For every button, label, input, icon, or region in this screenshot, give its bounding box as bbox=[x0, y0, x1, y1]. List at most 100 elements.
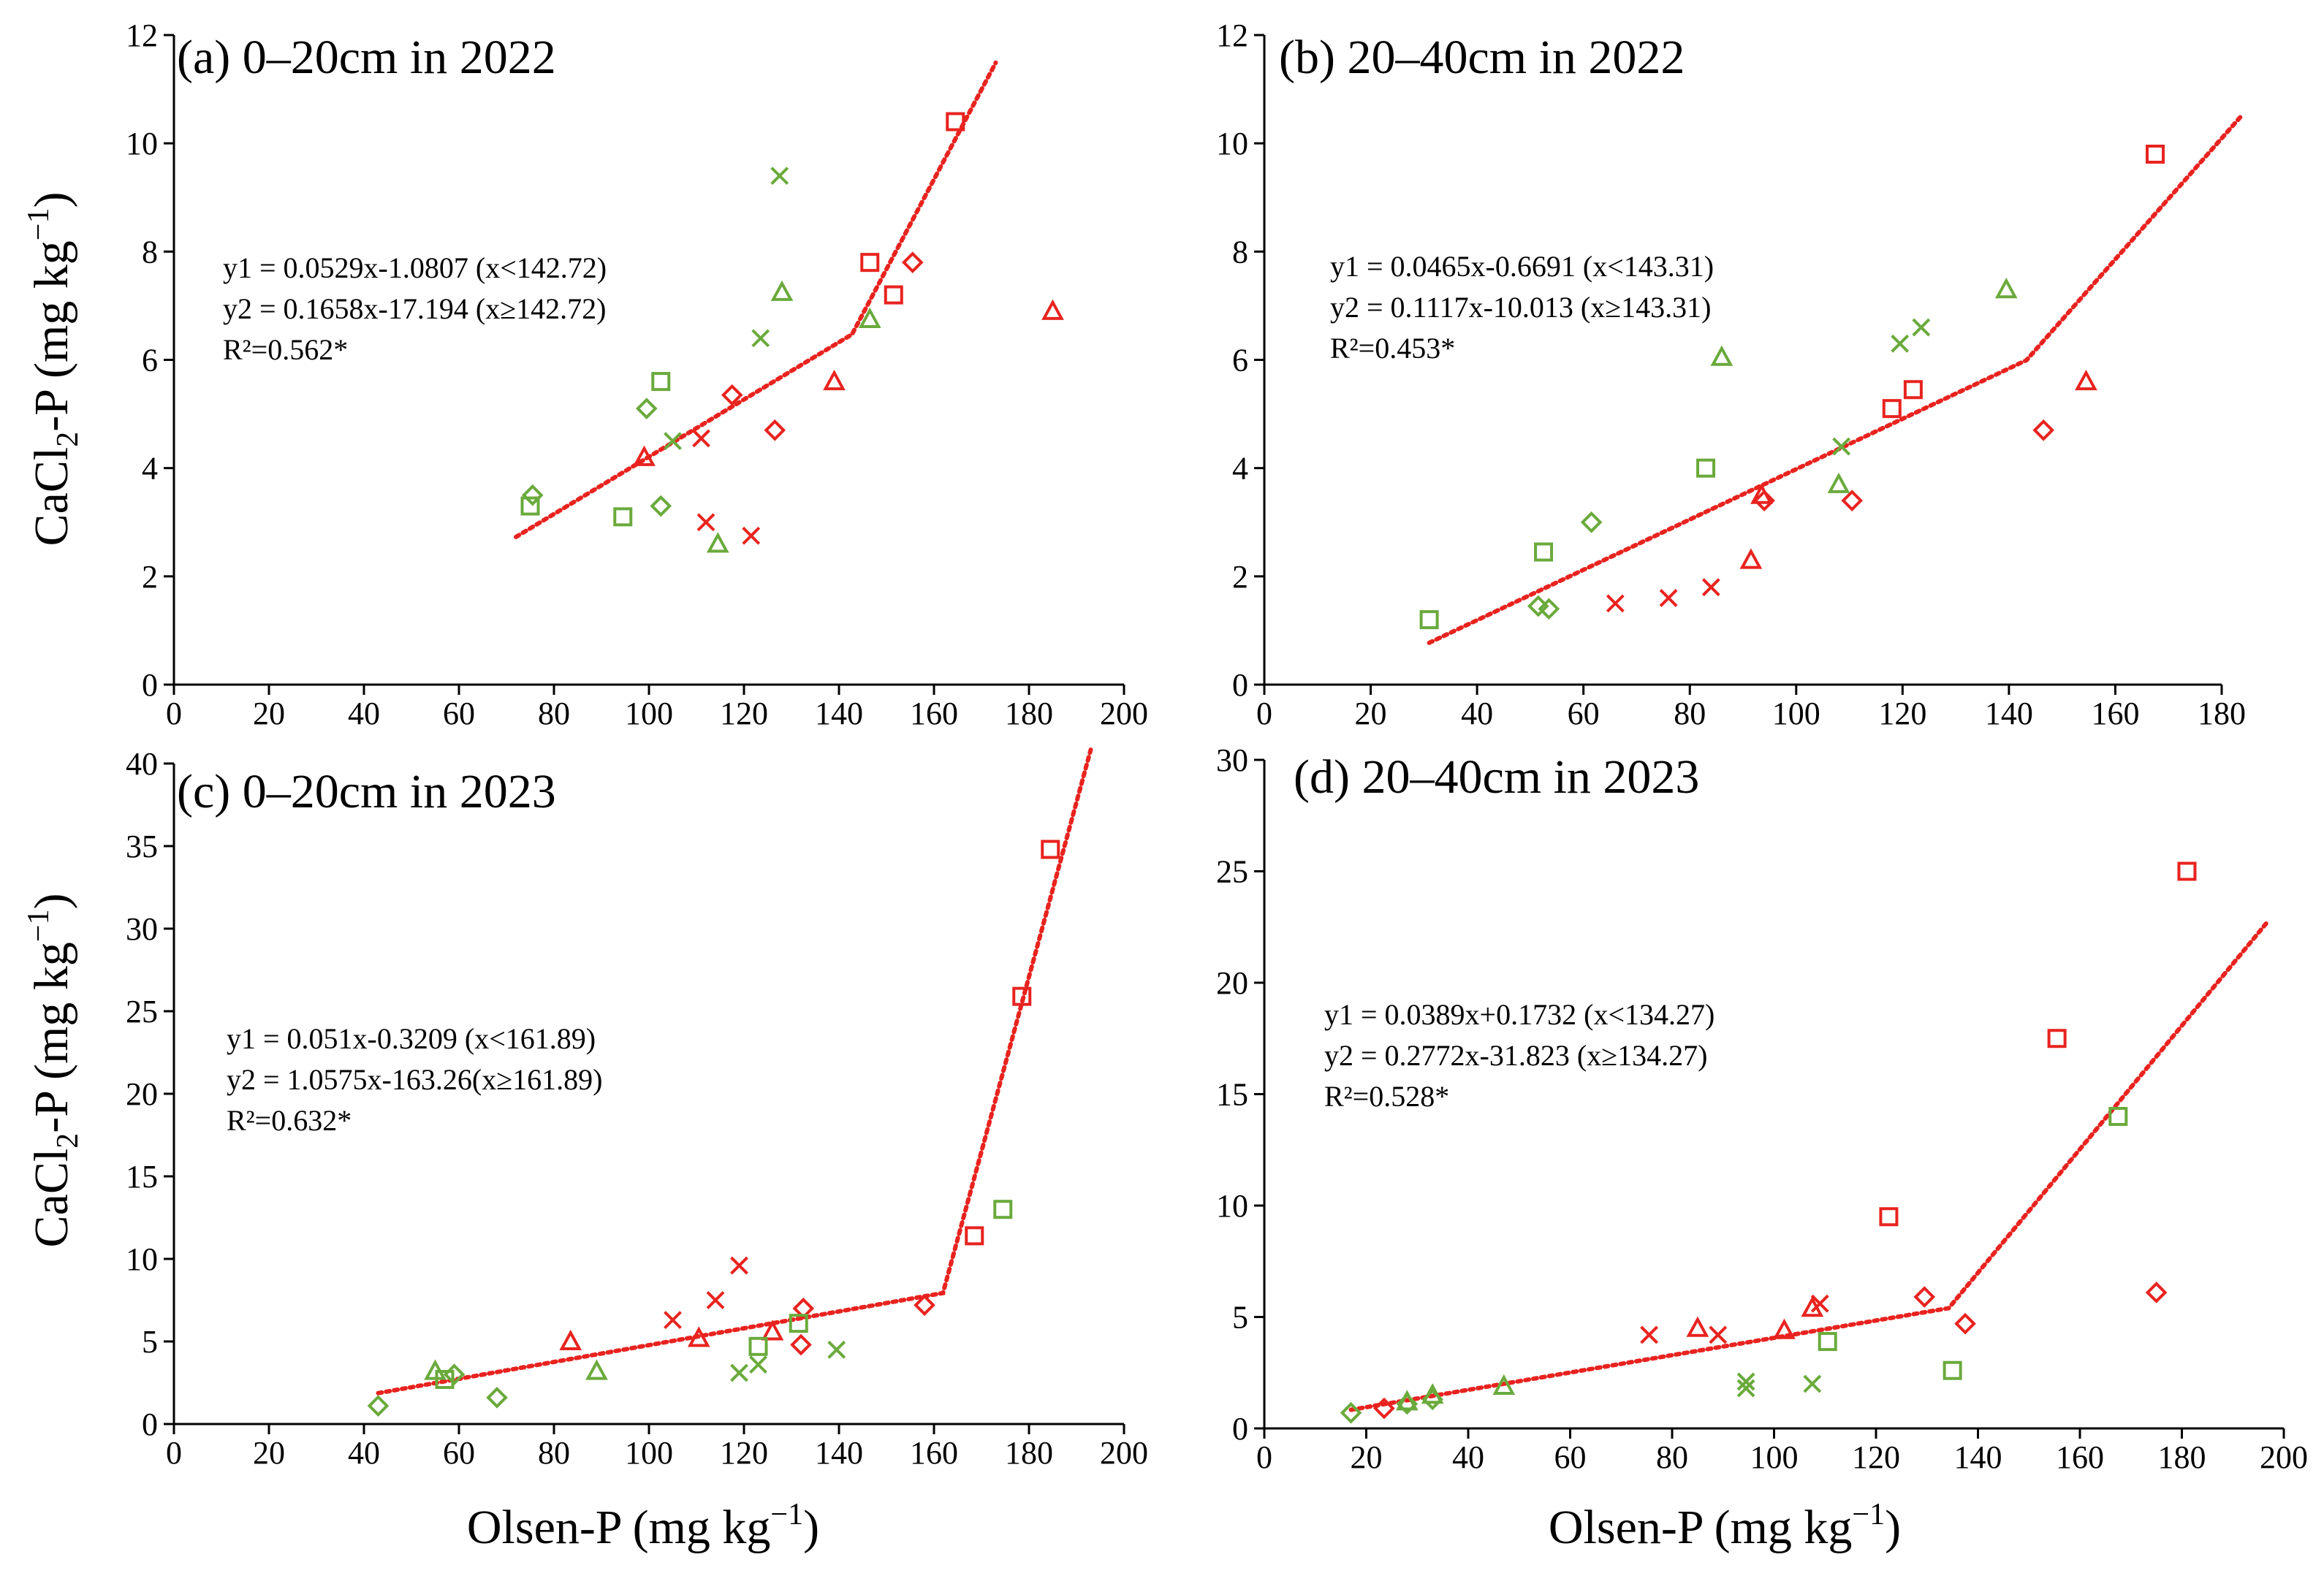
y-tick-label-a: 8 bbox=[142, 234, 158, 270]
red-square-point bbox=[1012, 986, 1032, 1006]
green-x-point bbox=[1891, 334, 1910, 353]
green-diamond-point bbox=[650, 495, 672, 517]
y-tick-label-c: 40 bbox=[126, 746, 158, 782]
x-tick-label-a: 20 bbox=[253, 696, 285, 731]
green-square-point bbox=[748, 1336, 768, 1356]
green-diamond-point bbox=[1340, 1401, 1362, 1424]
x-tick-label-b: 140 bbox=[1985, 696, 2033, 731]
x-tick-label-b: 20 bbox=[1355, 696, 1387, 731]
equation-line-a-2: y2 = 0.1658x-17.194 (x≥142.72) bbox=[223, 292, 606, 325]
y-tick-label-b: 2 bbox=[1232, 559, 1248, 595]
green-triangle-point bbox=[1421, 1383, 1444, 1404]
red-triangle-point bbox=[633, 445, 656, 466]
red-square-point bbox=[1879, 1207, 1899, 1227]
trend-line-c bbox=[376, 747, 1093, 1396]
y-tick-label-c: 35 bbox=[126, 829, 158, 864]
red-triangle-point bbox=[1686, 1316, 1709, 1337]
equation-line-a-1: y1 = 0.0529x-1.0807 (x<142.72) bbox=[223, 251, 607, 284]
x-tick-label-b: 120 bbox=[1878, 696, 1926, 731]
trend-line-b bbox=[1427, 112, 2246, 645]
green-square-point bbox=[1534, 542, 1554, 562]
equation-line-d-1: y1 = 0.0389x+0.1732 (x<134.27) bbox=[1324, 998, 1714, 1031]
y-tick-label-c: 30 bbox=[126, 911, 158, 947]
x-tick-label-d: 200 bbox=[2260, 1439, 2308, 1475]
y-tick-label-c: 10 bbox=[126, 1241, 158, 1277]
green-square-point bbox=[789, 1314, 808, 1333]
green-x-point bbox=[664, 432, 682, 451]
x-tick-label-d: 60 bbox=[1554, 1439, 1587, 1475]
y-tick-label-b: 10 bbox=[1216, 126, 1248, 161]
green-triangle-point bbox=[1492, 1374, 1516, 1396]
green-diamond-point bbox=[635, 397, 658, 420]
x-tick-label-d: 20 bbox=[1351, 1439, 1383, 1475]
green-square-point bbox=[520, 496, 540, 516]
green-triangle-point bbox=[1994, 278, 2018, 299]
red-diamond-point bbox=[901, 251, 924, 273]
equation-line-b-2: y2 = 0.1117x-10.013 (x≥143.31) bbox=[1330, 291, 1712, 324]
green-triangle-point bbox=[1827, 472, 1850, 493]
y-tick-label-a: 2 bbox=[142, 559, 158, 595]
red-square-point bbox=[860, 253, 880, 273]
green-x-point bbox=[1912, 318, 1931, 337]
y-tick-label-d: 20 bbox=[1216, 965, 1248, 1001]
y-tick-label-d: 5 bbox=[1232, 1300, 1248, 1336]
x-tick-label-a: 120 bbox=[720, 696, 768, 731]
y-tick-label-d: 25 bbox=[1216, 854, 1248, 890]
x-tick-label-c: 20 bbox=[253, 1435, 285, 1471]
trend-line-d bbox=[1348, 918, 2271, 1412]
red-diamond-point bbox=[1373, 1397, 1395, 1420]
green-triangle-point bbox=[424, 1359, 447, 1380]
x-tick-label-b: 100 bbox=[1772, 696, 1820, 731]
x-tick-label-c: 40 bbox=[348, 1435, 380, 1471]
green-x-point bbox=[1736, 1372, 1755, 1391]
green-x-point bbox=[1803, 1374, 1822, 1393]
x-axis-label-left: Olsen-P (mg kg−1) bbox=[467, 1498, 819, 1554]
green-diamond-point bbox=[1538, 598, 1560, 620]
y-tick-label-c: 25 bbox=[126, 994, 158, 1029]
x-tick-label-a: 100 bbox=[625, 696, 673, 731]
red-diamond-point bbox=[1913, 1286, 1936, 1308]
y-tick-label-c: 20 bbox=[126, 1076, 158, 1112]
y-tick-label-b: 4 bbox=[1232, 451, 1248, 487]
green-triangle-point bbox=[1395, 1390, 1419, 1411]
y-tick-label-b: 0 bbox=[1232, 667, 1248, 703]
red-x-point bbox=[742, 526, 761, 545]
red-triangle-point bbox=[687, 1326, 710, 1347]
x-tick-label-c: 160 bbox=[910, 1435, 958, 1471]
green-x-point bbox=[1832, 437, 1851, 456]
equation-line-b-1: y1 = 0.0465x-0.6691 (x<143.31) bbox=[1330, 250, 1714, 283]
x-tick-label-c: 0 bbox=[166, 1435, 182, 1471]
green-square-point bbox=[1943, 1360, 1962, 1380]
x-tick-label-d: 100 bbox=[1750, 1439, 1799, 1475]
red-triangle-point bbox=[1773, 1318, 1796, 1339]
y-tick-label-a: 4 bbox=[142, 451, 158, 487]
x-tick-label-b: 40 bbox=[1461, 696, 1493, 731]
green-square-point bbox=[1818, 1332, 1837, 1352]
red-diamond-point bbox=[2145, 1282, 2168, 1303]
red-square-point bbox=[2177, 861, 2197, 881]
equation-line-d-3: R²=0.528* bbox=[1324, 1080, 1449, 1113]
red-diamond-point bbox=[790, 1333, 812, 1356]
green-x-point bbox=[751, 329, 770, 348]
trend-line-a bbox=[514, 60, 998, 539]
y-tick-label-d: 15 bbox=[1216, 1077, 1248, 1113]
red-triangle-point bbox=[1750, 483, 1773, 504]
red-diamond-point bbox=[1841, 490, 1864, 511]
green-x-point bbox=[827, 1340, 846, 1359]
green-diamond-point bbox=[1580, 511, 1603, 533]
red-square-point bbox=[884, 285, 903, 305]
y-tick-label-d: 10 bbox=[1216, 1188, 1248, 1224]
equation-line-a-3: R²=0.562* bbox=[223, 333, 348, 366]
panel-title-c: (c) 0–20cm in 2023 bbox=[177, 765, 556, 818]
red-x-point bbox=[1659, 589, 1678, 607]
x-axis-label-right: Olsen-P (mg kg−1) bbox=[1549, 1498, 1901, 1554]
y-tick-label-a: 12 bbox=[126, 18, 158, 53]
y-tick-label-a: 0 bbox=[142, 667, 158, 703]
green-square-point bbox=[1419, 610, 1439, 630]
panel-d: 0 20 40 60 80 100 120 140 160 180 200 0 5 10 15 20 25 30 (… bbox=[1216, 742, 2308, 1475]
panel-title-a: (a) 0–20cm in 2022 bbox=[177, 31, 556, 84]
green-x-point bbox=[770, 167, 789, 186]
panel-title-d: (d) 20–40cm in 2023 bbox=[1294, 750, 1699, 804]
red-x-point bbox=[1810, 1294, 1829, 1313]
red-x-point bbox=[1606, 594, 1625, 613]
